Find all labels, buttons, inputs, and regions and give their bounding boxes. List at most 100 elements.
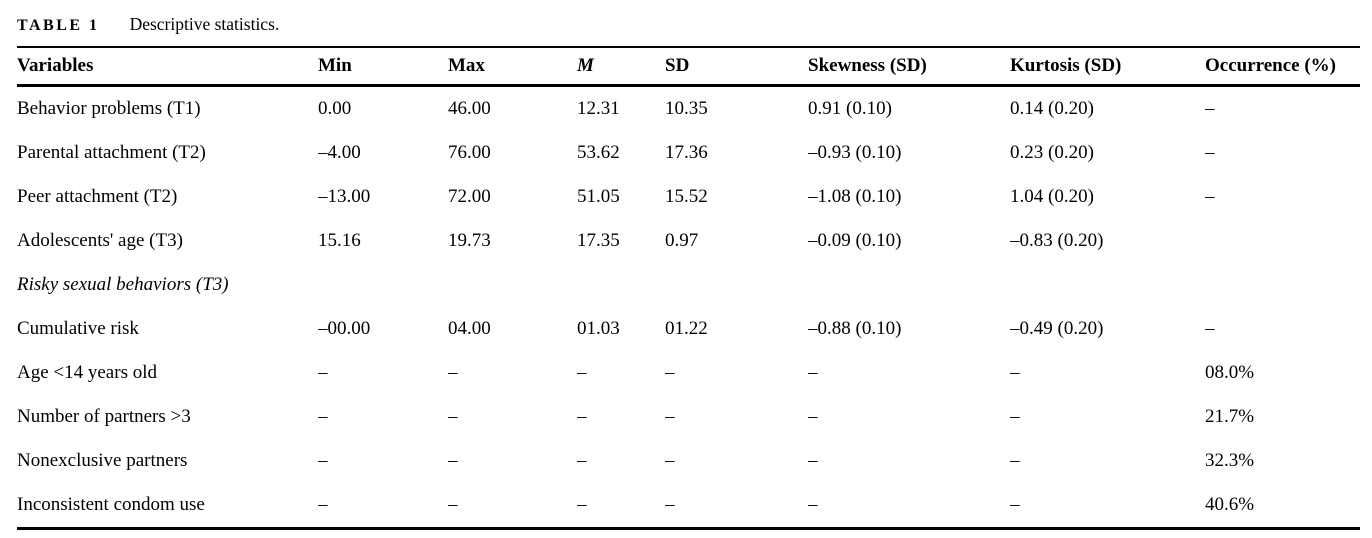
cell-skewness: –1.08 (0.10) [808, 186, 902, 207]
cell-min: –00.00 [318, 318, 371, 339]
cell-skewness [808, 263, 1010, 307]
cell-mean: – [577, 406, 587, 427]
cell-kurtosis: – [1010, 406, 1020, 427]
row-label: Peer attachment (T2) [17, 186, 178, 207]
row-label: Cumulative risk [17, 318, 139, 339]
table-caption: TABLE 1 Descriptive statistics. [17, 14, 1360, 35]
row-label: Age <14 years old [17, 362, 157, 383]
table-body: Behavior problems (T1) 0.00 46.00 12.31 … [17, 86, 1360, 529]
cell-min: 15.16 [318, 230, 361, 251]
cell-mean: – [577, 450, 587, 471]
table-row: Cumulative risk –00.00 04.00 01.03 01.22… [17, 307, 1360, 351]
cell-sd: 15.52 [665, 186, 708, 207]
cell-sd: – [665, 450, 675, 471]
table-header: Variables Min Max M SD Skewness (SD) Kur… [17, 47, 1360, 87]
table-row: Parental attachment (T2) –4.00 76.00 53.… [17, 131, 1360, 175]
cell-occurrence: – [1205, 142, 1215, 163]
cell-skewness: – [808, 494, 818, 515]
cell-min: – [318, 494, 328, 515]
row-label: Behavior problems (T1) [17, 98, 201, 119]
cell-kurtosis: 0.14 (0.20) [1010, 98, 1094, 119]
table-row: Inconsistent condom use – – – – – – 40.6… [17, 483, 1360, 529]
cell-mean: 12.31 [577, 98, 620, 119]
row-label: Number of partners >3 [17, 406, 191, 427]
cell-kurtosis: 0.23 (0.20) [1010, 142, 1094, 163]
cell-min: –4.00 [318, 142, 361, 163]
cell-max: – [448, 494, 458, 515]
row-label: Inconsistent condom use [17, 494, 205, 515]
cell-mean: 17.35 [577, 230, 620, 251]
cell-max: 19.73 [448, 230, 491, 251]
cell-occurrence: – [1205, 318, 1215, 339]
cell-kurtosis: – [1010, 450, 1020, 471]
cell-sd: 0.97 [665, 230, 699, 251]
table-caption-text: Descriptive statistics. [129, 14, 280, 34]
cell-mean: 53.62 [577, 142, 620, 163]
cell-skewness: – [808, 450, 818, 471]
table-row: Nonexclusive partners – – – – – – 32.3% [17, 439, 1360, 483]
cell-occurrence [1205, 263, 1360, 307]
cell-mean: 01.03 [577, 318, 620, 339]
cell-occurrence: – [1205, 98, 1215, 119]
cell-sd: 01.22 [665, 318, 708, 339]
cell-mean [577, 263, 665, 307]
cell-min: – [318, 450, 328, 471]
cell-sd: – [665, 406, 675, 427]
cell-skewness: – [808, 406, 818, 427]
table-label: TABLE 1 [17, 17, 100, 34]
col-header-variables: Variables [17, 47, 318, 87]
section-label: Risky sexual behaviors (T3) [17, 274, 229, 295]
cell-max: 72.00 [448, 186, 491, 207]
cell-max: 46.00 [448, 98, 491, 119]
cell-sd: – [665, 494, 675, 515]
row-label: Nonexclusive partners [17, 450, 188, 471]
cell-kurtosis: –0.49 (0.20) [1010, 318, 1104, 339]
table-row: Behavior problems (T1) 0.00 46.00 12.31 … [17, 86, 1360, 132]
cell-max: 04.00 [448, 318, 491, 339]
cell-kurtosis [1010, 263, 1205, 307]
col-header-max: Max [448, 47, 577, 87]
table-row: Number of partners >3 – – – – – – 21.7% [17, 395, 1360, 439]
cell-skewness: –0.88 (0.10) [808, 318, 902, 339]
cell-occurrence: – [1205, 186, 1215, 207]
col-header-skewness: Skewness (SD) [808, 47, 1010, 87]
col-header-occurrence: Occurrence (%) [1205, 47, 1360, 87]
cell-skewness: –0.93 (0.10) [808, 142, 902, 163]
cell-sd: – [665, 362, 675, 383]
col-header-mean: M [577, 47, 665, 87]
row-label: Adolescents' age (T3) [17, 230, 183, 251]
cell-skewness: 0.91 (0.10) [808, 98, 892, 119]
cell-sd: 10.35 [665, 98, 708, 119]
cell-sd [665, 263, 808, 307]
cell-max: – [448, 406, 458, 427]
cell-max: – [448, 450, 458, 471]
header-row: Variables Min Max M SD Skewness (SD) Kur… [17, 47, 1360, 87]
table-row: Peer attachment (T2) –13.00 72.00 51.05 … [17, 175, 1360, 219]
cell-skewness: – [808, 362, 818, 383]
cell-skewness: –0.09 (0.10) [808, 230, 902, 251]
cell-min: – [318, 362, 328, 383]
cell-max [448, 263, 577, 307]
table-row: Age <14 years old – – – – – – 08.0% [17, 351, 1360, 395]
cell-kurtosis: – [1010, 494, 1020, 515]
row-label: Parental attachment (T2) [17, 142, 206, 163]
cell-sd: 17.36 [665, 142, 708, 163]
cell-occurrence: 08.0% [1205, 362, 1255, 383]
descriptive-statistics-table: Variables Min Max M SD Skewness (SD) Kur… [17, 46, 1360, 530]
cell-occurrence: 21.7% [1205, 406, 1255, 427]
cell-max: 76.00 [448, 142, 491, 163]
cell-min: –13.00 [318, 186, 371, 207]
cell-min: 0.00 [318, 98, 352, 119]
table-section-row: Risky sexual behaviors (T3) [17, 263, 1360, 307]
cell-mean: 51.05 [577, 186, 620, 207]
cell-mean: – [577, 362, 587, 383]
col-header-kurtosis: Kurtosis (SD) [1010, 47, 1205, 87]
cell-max: – [448, 362, 458, 383]
cell-occurrence: 40.6% [1205, 494, 1255, 515]
cell-kurtosis: –0.83 (0.20) [1010, 230, 1104, 251]
table-row: Adolescents' age (T3) 15.16 19.73 17.35 … [17, 219, 1360, 263]
col-header-sd: SD [665, 47, 808, 87]
cell-occurrence: 32.3% [1205, 450, 1255, 471]
col-header-min: Min [318, 47, 448, 87]
